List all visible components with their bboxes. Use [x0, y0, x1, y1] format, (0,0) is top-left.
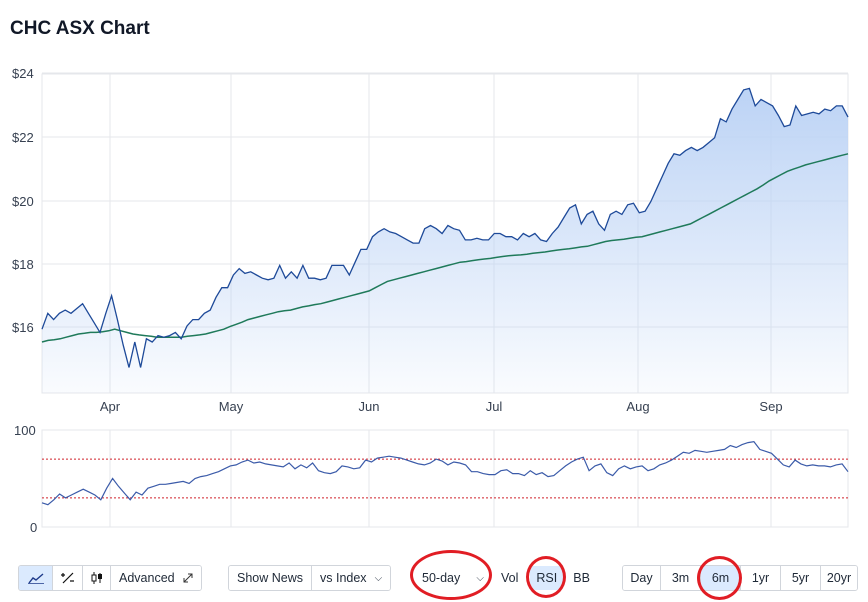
- range-5yr-label: 5yr: [791, 571, 810, 585]
- chart-title: CHC ASX Chart: [10, 18, 150, 39]
- range-3m-button[interactable]: 3m: [661, 566, 701, 590]
- range-5yr-button[interactable]: 5yr: [781, 566, 821, 590]
- advanced-label: Advanced: [119, 571, 175, 585]
- candlestick-icon: [91, 572, 102, 584]
- rsi-plot-frame: [41, 429, 849, 528]
- advanced-button[interactable]: Advanced: [111, 566, 201, 590]
- overlay-toolbar: Show News vs Index ⌵: [228, 565, 392, 591]
- indicator-vol-label: Vol: [501, 571, 519, 585]
- range-day-button[interactable]: Day: [623, 566, 661, 590]
- price-line: [41, 87, 849, 368]
- indicator-bb-label: BB: [573, 571, 590, 585]
- percent-icon: [60, 572, 74, 584]
- price-y-tick: $24: [12, 66, 34, 81]
- price-x-tick: Jul: [486, 399, 503, 414]
- chevron-down-icon: ⌵: [476, 572, 484, 584]
- expand-icon: [183, 573, 193, 583]
- price-x-tick: Jun: [359, 399, 380, 414]
- price-x-tick: May: [219, 399, 244, 414]
- rsi-line: [41, 440, 849, 506]
- price-area: [42, 88, 848, 394]
- indicator-toolbar: 50-day ⌵ Vol RSI BB: [414, 565, 596, 591]
- rsi-y-tick: 100: [14, 423, 36, 438]
- price-y-tick: $16: [12, 320, 34, 335]
- price-y-tick: $20: [12, 194, 34, 209]
- rsi-y-axis: 0 100: [14, 423, 37, 535]
- indicator-bb-button[interactable]: BB: [567, 566, 596, 590]
- vs-index-select[interactable]: vs Index ⌵: [312, 566, 391, 590]
- indicator-rsi-button[interactable]: RSI: [530, 566, 564, 590]
- range-6m-label: 6m: [711, 571, 730, 585]
- price-chart[interactable]: $16 $18 $20 $22 $24 Apr May Jun Jul Aug Sep 0 100: [0, 0, 868, 560]
- chevron-down-icon: ⌵: [374, 572, 383, 584]
- moving-average-line: [41, 153, 849, 343]
- range-day-label: Day: [630, 571, 653, 585]
- percent-button[interactable]: [53, 566, 83, 590]
- price-x-tick: Sep: [759, 399, 782, 414]
- price-x-tick: Apr: [100, 399, 121, 414]
- price-y-tick: $22: [12, 130, 34, 145]
- rsi-grid: [41, 429, 849, 528]
- range-1yr-label: 1yr: [751, 571, 770, 585]
- moving-average-label: 50-day: [422, 571, 461, 585]
- show-news-label: Show News: [237, 571, 303, 585]
- range-3m-label: 3m: [671, 571, 690, 585]
- range-toolbar: Day 3m 6m 1yr 5yr 20yr: [622, 565, 858, 591]
- range-20yr-label: 20yr: [826, 571, 852, 585]
- range-20yr-button[interactable]: 20yr: [821, 566, 857, 590]
- indicator-vol-button[interactable]: Vol: [495, 566, 524, 590]
- price-x-tick: Aug: [626, 399, 649, 414]
- chart-type-toolbar: Advanced: [18, 565, 202, 591]
- rsi-y-tick: 0: [30, 520, 37, 535]
- line-chart-icon: [27, 573, 44, 584]
- range-1yr-button[interactable]: 1yr: [741, 566, 781, 590]
- candlestick-button[interactable]: [83, 566, 111, 590]
- indicator-rsi-label: RSI: [536, 571, 558, 585]
- vs-index-label: vs Index: [320, 571, 367, 585]
- price-x-axis: Apr May Jun Jul Aug Sep: [100, 399, 783, 414]
- moving-average-select[interactable]: 50-day ⌵: [414, 566, 492, 590]
- price-y-axis: $16 $18 $20 $22 $24: [12, 66, 34, 335]
- show-news-button[interactable]: Show News: [229, 566, 312, 590]
- price-y-tick: $18: [12, 257, 34, 272]
- range-6m-button[interactable]: 6m: [701, 566, 741, 590]
- line-chart-button[interactable]: [19, 566, 53, 590]
